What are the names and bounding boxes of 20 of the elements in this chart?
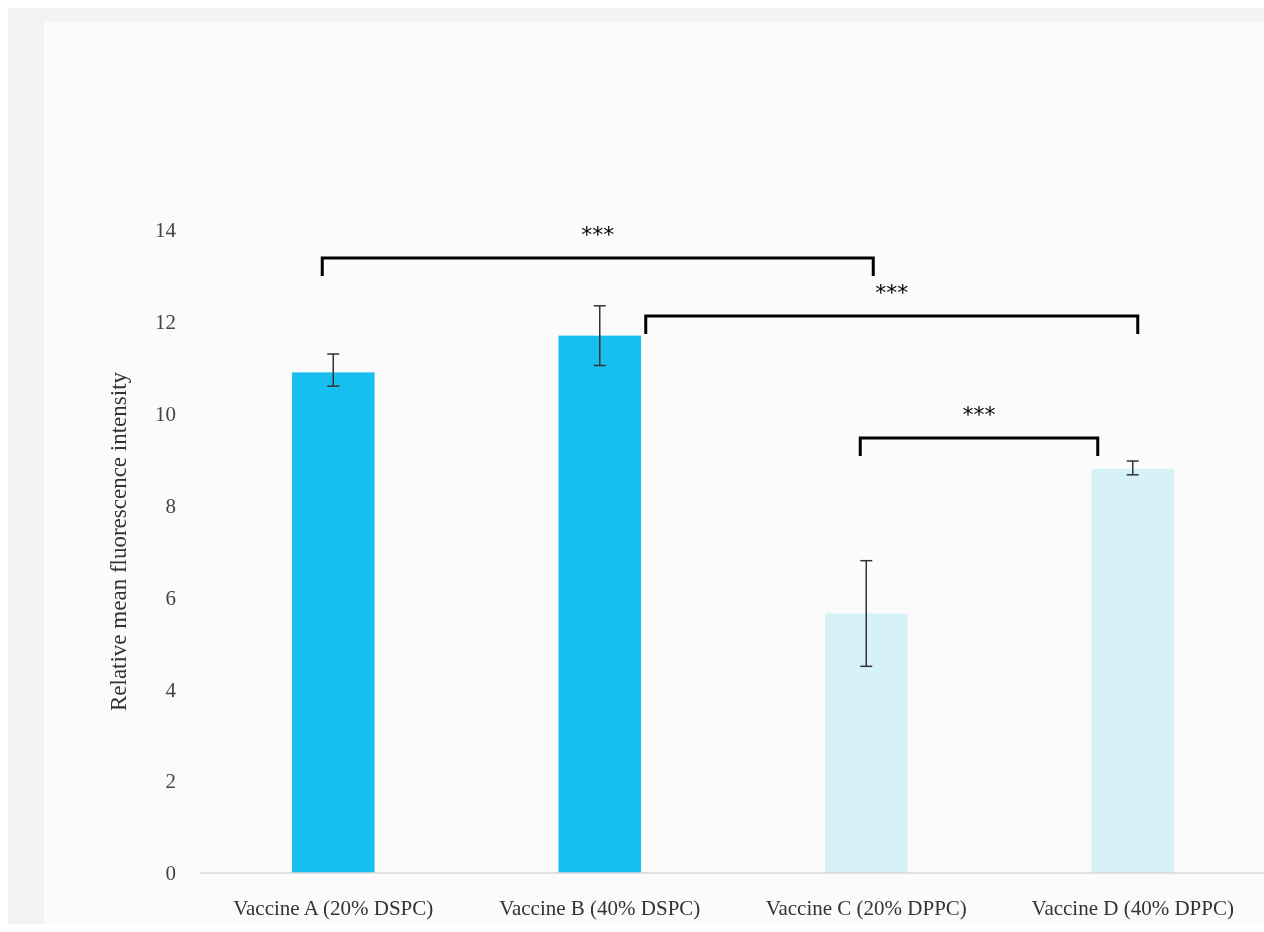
bar [558,335,642,873]
annotation: *** [962,402,996,427]
annotation: *** [581,222,615,247]
y-tick-label: 8 [165,493,176,518]
y-tick-label: 0 [165,861,176,886]
y-tick-label: 2 [165,769,176,794]
y-tick-label: 4 [165,677,177,702]
y-tick-label: 14 [155,218,177,243]
y-tick-label: 6 [165,585,176,610]
bar [1091,468,1175,873]
bar [824,613,908,873]
bar [291,372,375,873]
y-tick-label: 12 [155,310,176,335]
x-tick-label: Vaccine D (40% DPPC) [1031,896,1234,920]
y-axis-title: Relative mean fluorescence intensity [106,371,131,712]
x-tick-label: Vaccine B (40% DSPC) [499,896,701,920]
x-tick-label: Vaccine C (20% DPPC) [765,896,967,920]
x-tick-label: Vaccine A (20% DSPC) [233,896,434,920]
y-tick-label: 10 [155,402,176,427]
annotation: *** [875,280,909,305]
